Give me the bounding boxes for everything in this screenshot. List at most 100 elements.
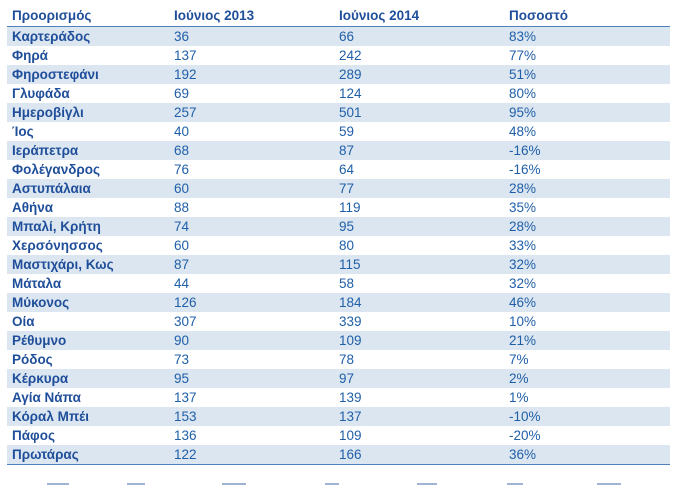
- june-2014-cell: 109: [334, 330, 504, 350]
- destination-cell: Πρωτάρας: [7, 444, 169, 465]
- june-2014-cell: 137: [334, 406, 504, 426]
- table-row: Αθήνα 88 119 35%: [7, 197, 670, 217]
- clipped-text-fragment: [47, 483, 69, 485]
- column-header-june-2014: Ιούνιος 2014: [334, 6, 504, 27]
- june-2013-cell: 192: [169, 64, 334, 84]
- june-2014-cell: 115: [334, 254, 504, 274]
- june-2013-cell: 307: [169, 311, 334, 331]
- june-2013-cell: 68: [169, 140, 334, 160]
- clipped-text-fragment: [222, 483, 246, 485]
- destination-cell: Ίος: [7, 121, 169, 141]
- destination-table: Προορισμός Ιούνιος 2013 Ιούνιος 2014 Ποσ…: [7, 6, 670, 465]
- table-row: Φηρά 137 242 77%: [7, 45, 670, 65]
- percentage-cell: 46%: [504, 292, 670, 312]
- june-2013-cell: 73: [169, 349, 334, 369]
- table-row: Φηροστεφάνι 192 289 51%: [7, 64, 670, 84]
- table-row: Αγία Νάπα 137 139 1%: [7, 387, 670, 407]
- destination-cell: Χερσόνησσος: [7, 235, 169, 255]
- table-row: Μάταλα 44 58 32%: [7, 273, 670, 293]
- june-2014-cell: 97: [334, 368, 504, 388]
- table-row: Φολέγανδρος 76 64 -16%: [7, 159, 670, 179]
- table-row: Καρτεράδος 36 66 83%: [7, 26, 670, 46]
- percentage-cell: 32%: [504, 273, 670, 293]
- percentage-cell: 95%: [504, 102, 670, 122]
- june-2013-cell: 153: [169, 406, 334, 426]
- clipped-text-fragment: [597, 483, 621, 485]
- table-row: Ημεροβίγλι 257 501 95%: [7, 102, 670, 122]
- header-row: Προορισμός Ιούνιος 2013 Ιούνιος 2014 Ποσ…: [7, 6, 670, 27]
- percentage-cell: 28%: [504, 178, 670, 198]
- percentage-cell: 21%: [504, 330, 670, 350]
- percentage-cell: 10%: [504, 311, 670, 331]
- clipped-next-row: [7, 478, 670, 486]
- destination-cell: Φηροστεφάνι: [7, 64, 169, 84]
- percentage-cell: 7%: [504, 349, 670, 369]
- june-2014-cell: 119: [334, 197, 504, 217]
- june-2013-cell: 126: [169, 292, 334, 312]
- table-row: Ρόδος 73 78 7%: [7, 349, 670, 369]
- table-row: Γλυφάδα 69 124 80%: [7, 83, 670, 103]
- destination-cell: Ρόδος: [7, 349, 169, 369]
- table-row: Αστυπάλαια 60 77 28%: [7, 178, 670, 198]
- june-2014-cell: 77: [334, 178, 504, 198]
- percentage-cell: 77%: [504, 45, 670, 65]
- clipped-text-fragment: [417, 483, 437, 485]
- table-row: Ρέθυμνο 90 109 21%: [7, 330, 670, 350]
- column-header-percentage: Ποσοστό: [504, 6, 670, 27]
- destination-cell: Πάφος: [7, 425, 169, 445]
- percentage-cell: 32%: [504, 254, 670, 274]
- destination-cell: Οία: [7, 311, 169, 331]
- destination-cell: Μάταλα: [7, 273, 169, 293]
- june-2014-cell: 78: [334, 349, 504, 369]
- june-2014-cell: 109: [334, 425, 504, 445]
- june-2013-cell: 136: [169, 425, 334, 445]
- june-2014-cell: 184: [334, 292, 504, 312]
- percentage-cell: 36%: [504, 444, 670, 465]
- destination-cell: Αγία Νάπα: [7, 387, 169, 407]
- june-2013-cell: 95: [169, 368, 334, 388]
- destination-cell: Ημεροβίγλι: [7, 102, 169, 122]
- table-row: Οία 307 339 10%: [7, 311, 670, 331]
- june-2013-cell: 69: [169, 83, 334, 103]
- table-row: Χερσόνησσος 60 80 33%: [7, 235, 670, 255]
- percentage-cell: 83%: [504, 26, 670, 46]
- table-row: Κόραλ Μπέι 153 137 -10%: [7, 406, 670, 426]
- june-2013-cell: 60: [169, 235, 334, 255]
- percentage-cell: -20%: [504, 425, 670, 445]
- june-2014-cell: 58: [334, 273, 504, 293]
- table-row: Ιεράπετρα 68 87 -16%: [7, 140, 670, 160]
- june-2014-cell: 64: [334, 159, 504, 179]
- table-row: Πρωτάρας 122 166 36%: [7, 444, 670, 465]
- percentage-cell: 28%: [504, 216, 670, 236]
- table-row: Πάφος 136 109 -20%: [7, 425, 670, 445]
- table-row: Μπαλί, Κρήτη 74 95 28%: [7, 216, 670, 236]
- percentage-cell: 33%: [504, 235, 670, 255]
- june-2014-cell: 139: [334, 387, 504, 407]
- destination-cell: Αστυπάλαια: [7, 178, 169, 198]
- june-2014-cell: 501: [334, 102, 504, 122]
- june-2014-cell: 95: [334, 216, 504, 236]
- june-2014-cell: 242: [334, 45, 504, 65]
- column-header-june-2013: Ιούνιος 2013: [169, 6, 334, 27]
- june-2013-cell: 60: [169, 178, 334, 198]
- destination-cell: Γλυφάδα: [7, 83, 169, 103]
- table-row: Κέρκυρα 95 97 2%: [7, 368, 670, 388]
- percentage-cell: 35%: [504, 197, 670, 217]
- june-2014-cell: 80: [334, 235, 504, 255]
- june-2013-cell: 44: [169, 273, 334, 293]
- clipped-text-fragment: [507, 483, 523, 485]
- destination-cell: Ρέθυμνο: [7, 330, 169, 350]
- table-body: Καρτεράδος 36 66 83% Φηρά 137 242 77% Φηροστεφάν…: [7, 26, 670, 465]
- destination-cell: Κόραλ Μπέι: [7, 406, 169, 426]
- june-2013-cell: 90: [169, 330, 334, 350]
- table-row: Μύκονος 126 184 46%: [7, 292, 670, 312]
- june-2014-cell: 166: [334, 444, 504, 465]
- destination-cell: Ιεράπετρα: [7, 140, 169, 160]
- destination-cell: Μπαλί, Κρήτη: [7, 216, 169, 236]
- percentage-cell: -16%: [504, 159, 670, 179]
- june-2013-cell: 36: [169, 26, 334, 46]
- june-2013-cell: 74: [169, 216, 334, 236]
- table-row: Μαστιχάρι, Κως 87 115 32%: [7, 254, 670, 274]
- destination-cell: Μύκονος: [7, 292, 169, 312]
- june-2014-cell: 87: [334, 140, 504, 160]
